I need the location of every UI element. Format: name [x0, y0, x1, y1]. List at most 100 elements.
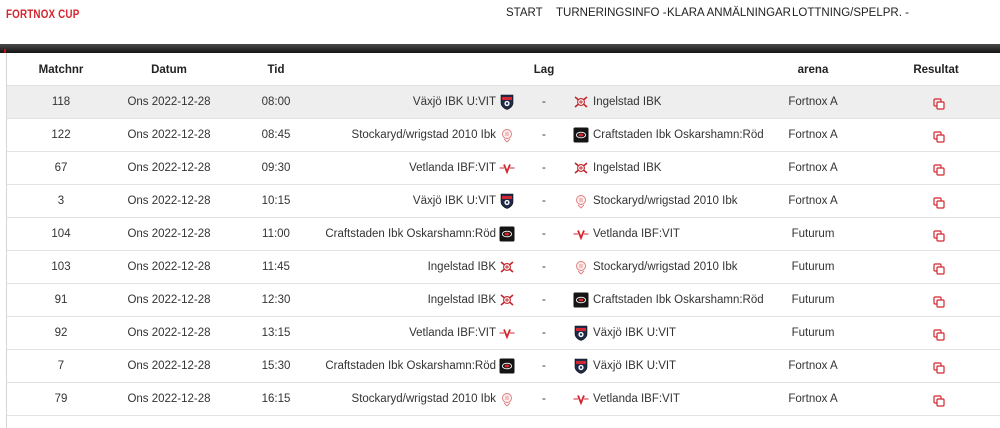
table-row[interactable]: 79 Ons 2022-12-28 16:15 Stockaryd/wrigstad … [7, 383, 1000, 416]
match-arena: Fortnox A [788, 360, 838, 372]
match-arena: Futurum [791, 261, 835, 273]
site-logo[interactable]: FORTNOX CUP [6, 7, 80, 21]
header-matchnr: Matchnr [38, 64, 84, 76]
result-copy-icon[interactable] [933, 295, 945, 308]
home-team-name[interactable]: Craftstaden Ibk Oskarshamn:Röd [325, 228, 496, 240]
result-copy-icon[interactable] [933, 97, 945, 110]
match-time: 09:30 [261, 162, 291, 174]
away-team-name[interactable]: Ingelstad IBK [593, 162, 662, 174]
away-team-name[interactable]: Växjö IBK U:VIT [593, 327, 677, 339]
match-number: 91 [54, 294, 68, 306]
versus-separator: - [542, 393, 546, 405]
header-datum: Datum [151, 64, 187, 76]
match-time: 11:45 [262, 261, 290, 273]
match-number: 67 [54, 162, 68, 174]
match-arena: Futurum [791, 294, 835, 306]
match-date: Ons 2022-12-28 [127, 327, 211, 339]
away-team-name[interactable]: Craftstaden Ibk Oskarshamn:Röd [593, 294, 764, 306]
stockaryd-team-logo-icon [573, 259, 589, 275]
match-arena: Fortnox A [788, 96, 838, 108]
match-date: Ons 2022-12-28 [127, 129, 211, 141]
match-arena: Fortnox A [788, 129, 838, 141]
match-arena: Futurum [791, 327, 835, 339]
result-copy-icon[interactable] [933, 196, 945, 209]
table-row[interactable]: 122 Ons 2022-12-28 08:45 Stockaryd/wrigstad… [7, 119, 1000, 152]
nav-lottning-spelprogram[interactable]: LOTTNING/SPELPR. - [792, 7, 909, 19]
away-team-name[interactable]: Vetlanda IBF:VIT [593, 393, 680, 405]
result-copy-icon[interactable] [933, 262, 945, 275]
home-team-name[interactable]: Stockaryd/wrigstad 2010 Ibk [351, 129, 496, 141]
match-date: Ons 2022-12-28 [127, 294, 211, 306]
match-time: 08:00 [261, 96, 291, 108]
header-lag: Lag [533, 64, 555, 76]
main-nav: START TURNERINGSINFO - KLARA ANMÄLNINGAR… [0, 7, 1000, 23]
header-arena: arena [797, 64, 829, 76]
home-team-name[interactable]: Vetlanda IBF:VIT [409, 327, 496, 339]
table-row[interactable]: 3 Ons 2022-12-28 10:15 Växjö IBK U:VIT - Stoc… [7, 185, 1000, 218]
match-number: 7 [57, 360, 65, 372]
result-copy-icon[interactable] [933, 163, 945, 176]
vaxjo-team-logo-icon [499, 94, 515, 110]
vaxjo-team-logo-icon [573, 358, 589, 374]
table-header: Matchnr Datum Tid Lag arena Resultat [7, 53, 1000, 86]
match-number: 104 [51, 228, 71, 240]
away-team-name[interactable]: Stockaryd/wrigstad 2010 Ibk [593, 195, 738, 207]
header-resultat: Resultat [913, 64, 959, 76]
away-team-name[interactable]: Vetlanda IBF:VIT [593, 228, 680, 240]
home-team-name[interactable]: Växjö IBK U:VIT [412, 195, 496, 207]
home-team-name[interactable]: Stockaryd/wrigstad 2010 Ibk [351, 393, 496, 405]
vetlanda-team-logo-icon [573, 226, 589, 242]
match-number: 103 [51, 261, 71, 273]
craftstaden-team-logo-icon [573, 292, 589, 308]
match-number: 3 [57, 195, 65, 207]
versus-separator: - [542, 96, 546, 108]
table-row[interactable]: 103 Ons 2022-12-28 11:45 Ingelstad IBK - Stoc… [7, 251, 1000, 284]
match-date: Ons 2022-12-28 [127, 360, 211, 372]
match-time: 16:15 [261, 393, 291, 405]
table-row[interactable]: 104 Ons 2022-12-28 11:00 Craftstaden Ibk Os… [7, 218, 1000, 251]
match-number: 122 [51, 129, 71, 141]
result-copy-icon[interactable] [933, 130, 945, 143]
nav-klara-anmalningar[interactable]: KLARA ANMÄLNINGAR [667, 7, 791, 19]
away-team-name[interactable]: Växjö IBK U:VIT [593, 360, 677, 372]
home-team-name[interactable]: Craftstaden Ibk Oskarshamn:Röd [325, 360, 496, 372]
versus-separator: - [542, 129, 546, 141]
vaxjo-team-logo-icon [573, 325, 589, 341]
match-arena: Futurum [791, 228, 835, 240]
craftstaden-team-logo-icon [499, 226, 515, 242]
match-number: 118 [51, 96, 71, 108]
match-time: 12:30 [261, 294, 291, 306]
home-team-name[interactable]: Ingelstad IBK [427, 294, 496, 306]
table-row[interactable]: 92 Ons 2022-12-28 13:15 Vetlanda IBF:VIT - Vä… [7, 317, 1000, 350]
result-copy-icon[interactable] [933, 394, 945, 407]
result-copy-icon[interactable] [933, 328, 945, 341]
away-team-name[interactable]: Ingelstad IBK [593, 96, 662, 108]
home-team-name[interactable]: Vetlanda IBF:VIT [409, 162, 496, 174]
match-date: Ons 2022-12-28 [127, 162, 211, 174]
match-time: 10:15 [261, 195, 291, 207]
stockaryd-team-logo-icon [573, 193, 589, 209]
versus-separator: - [542, 195, 546, 207]
match-time: 11:00 [262, 228, 290, 240]
vetlanda-team-logo-icon [499, 325, 515, 341]
home-team-name[interactable]: Växjö IBK U:VIT [412, 96, 496, 108]
match-schedule-table: Matchnr Datum Tid Lag arena Resultat 118… [6, 53, 1000, 428]
versus-separator: - [542, 162, 546, 174]
ingelstad-team-logo-icon [499, 259, 515, 275]
craftstaden-team-logo-icon [499, 358, 515, 374]
table-row[interactable]: 91 Ons 2022-12-28 12:30 Ingelstad IBK - Craft… [7, 284, 1000, 317]
ingelstad-team-logo-icon [499, 292, 515, 308]
away-team-name[interactable]: Stockaryd/wrigstad 2010 Ibk [593, 261, 738, 273]
table-row[interactable]: 67 Ons 2022-12-28 09:30 Vetlanda IBF:VIT - In… [7, 152, 1000, 185]
table-row[interactable]: 7 Ons 2022-12-28 15:30 Craftstaden Ibk Oska… [7, 350, 1000, 383]
nav-start[interactable]: START [506, 7, 543, 19]
match-arena: Fortnox A [788, 393, 838, 405]
away-team-name[interactable]: Craftstaden Ibk Oskarshamn:Röd [593, 129, 764, 141]
result-copy-icon[interactable] [933, 229, 945, 242]
versus-separator: - [542, 360, 546, 372]
result-copy-icon[interactable] [933, 361, 945, 374]
home-team-name[interactable]: Ingelstad IBK [427, 261, 496, 273]
craftstaden-team-logo-icon [573, 127, 589, 143]
table-row[interactable]: 118 Ons 2022-12-28 08:00 Växjö IBK U:VIT - In… [7, 86, 1000, 119]
nav-turneringsinfo[interactable]: TURNERINGSINFO - [556, 7, 667, 19]
